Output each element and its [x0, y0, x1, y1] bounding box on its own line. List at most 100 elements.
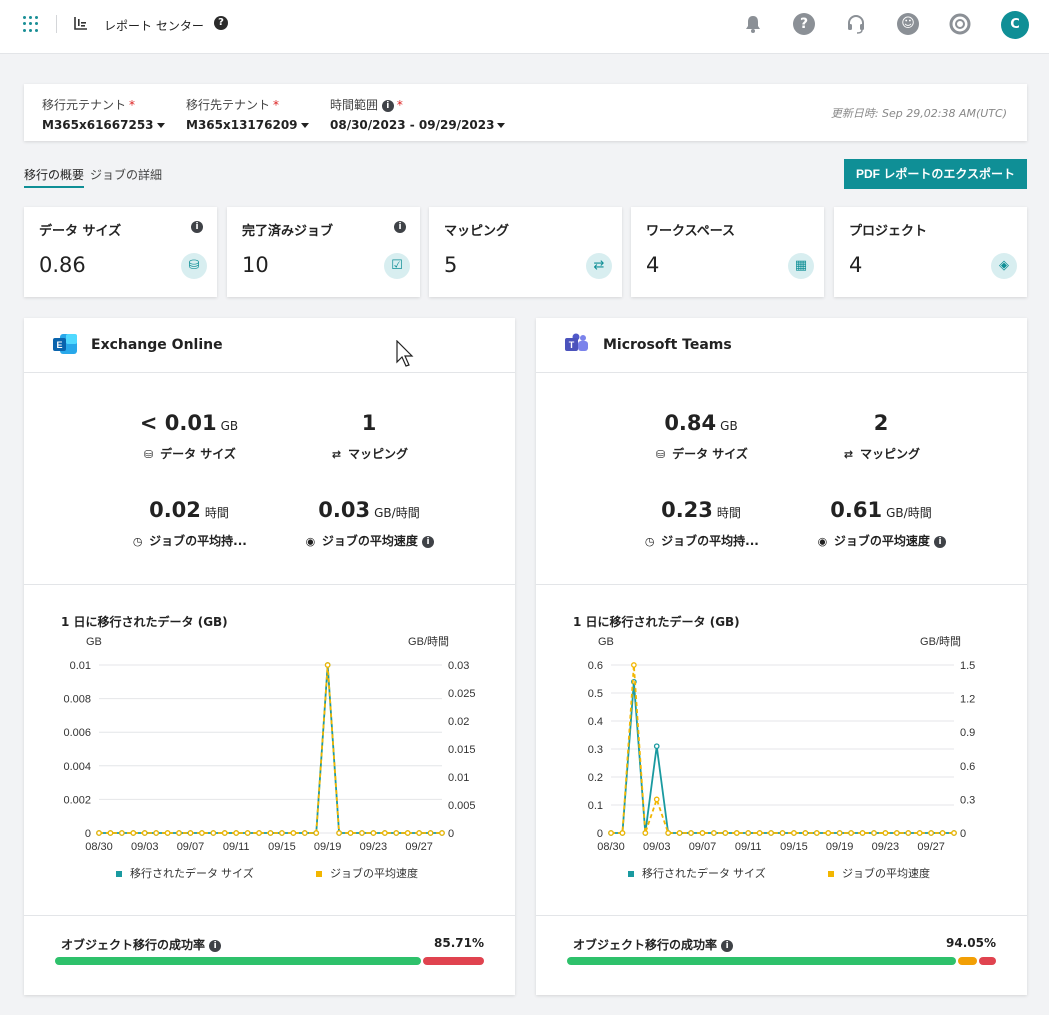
info-icon[interactable]: i — [394, 221, 406, 233]
warning-segment — [957, 957, 977, 965]
data-point[interactable] — [290, 830, 297, 836]
data-point[interactable] — [439, 830, 445, 836]
data-point[interactable] — [381, 830, 388, 836]
data-point[interactable] — [141, 830, 148, 836]
info-icon[interactable]: i — [422, 535, 435, 548]
data-point[interactable] — [119, 830, 125, 836]
legend-label[interactable]: 移行されたデータ サイズ — [130, 866, 254, 880]
data-point[interactable] — [905, 830, 912, 836]
data-point[interactable] — [393, 830, 400, 836]
legend-swatch — [316, 871, 322, 877]
info-icon[interactable]: i — [721, 939, 734, 952]
legend-label[interactable]: ジョブの平均速度 — [330, 866, 418, 880]
data-point[interactable] — [779, 830, 786, 836]
data-point[interactable] — [653, 743, 660, 750]
data-point[interactable] — [221, 830, 228, 836]
data-point[interactable] — [404, 830, 411, 836]
data-point[interactable] — [324, 662, 331, 668]
export-pdf-button[interactable]: PDF レポートのエクスポート — [844, 159, 1027, 189]
info-icon[interactable]: i — [934, 535, 947, 548]
data-point[interactable] — [928, 830, 934, 836]
data-point[interactable] — [176, 830, 182, 836]
speedometer-icon: ◉ — [817, 535, 828, 548]
data-point[interactable] — [802, 830, 809, 836]
data-point[interactable] — [347, 830, 354, 836]
tab-job-details[interactable]: ジョブの詳細 — [90, 168, 163, 182]
feedback-smile-icon[interactable]: ☺ — [897, 13, 919, 35]
avatar[interactable]: C — [1001, 11, 1029, 39]
data-point[interactable] — [951, 830, 957, 836]
data-point[interactable] — [96, 830, 102, 836]
data-point[interactable] — [107, 830, 114, 836]
lifebuoy-icon[interactable] — [949, 13, 971, 35]
data-point[interactable] — [336, 830, 342, 836]
data-point[interactable] — [313, 830, 320, 836]
info-icon[interactable]: i — [209, 939, 222, 952]
data-point[interactable] — [370, 830, 377, 836]
x-tick: 08/30 — [597, 841, 625, 853]
bell-icon[interactable] — [742, 13, 764, 35]
x-tick: 09/11 — [735, 841, 762, 853]
database-icon: ⛁ — [143, 448, 154, 461]
chart-section: 1 日に移行されたデータ (GB) GB GB/時間 0 0.1 0.2 0.3 0.4 0.… — [536, 585, 1027, 916]
data-point[interactable] — [416, 830, 422, 836]
data-point[interactable] — [665, 830, 672, 836]
data-point[interactable] — [619, 830, 626, 836]
data-point[interactable] — [608, 830, 614, 836]
help-circle-icon[interactable]: ? — [793, 13, 815, 35]
data-point[interactable] — [187, 830, 194, 836]
data-point[interactable] — [130, 830, 137, 836]
info-icon[interactable]: i — [191, 221, 203, 233]
y-axis-right-label: GB/時間 — [408, 635, 449, 648]
data-point[interactable] — [722, 830, 729, 836]
y-tick-left: 0.004 — [63, 761, 91, 773]
data-point[interactable] — [813, 830, 820, 836]
data-point[interactable] — [631, 662, 637, 668]
data-point[interactable] — [848, 830, 854, 836]
source-tenant-filter[interactable]: 移行元テナント * M365x61667253 — [42, 96, 165, 132]
data-point[interactable] — [642, 830, 649, 836]
data-point[interactable] — [745, 830, 752, 836]
time-range-filter[interactable]: 時間範囲 i * 08/30/2023 - 09/29/2023 — [330, 96, 506, 132]
data-point[interactable] — [733, 830, 740, 836]
data-point[interactable] — [427, 830, 434, 836]
y-tick-right: 0.6 — [960, 761, 975, 773]
data-point[interactable] — [688, 830, 694, 836]
data-point[interactable] — [893, 830, 900, 836]
data-point[interactable] — [825, 830, 832, 836]
help-icon[interactable]: ? — [214, 16, 228, 30]
data-point[interactable] — [756, 830, 763, 836]
info-icon[interactable]: i — [381, 99, 394, 112]
stat-value: 0.02 — [149, 498, 201, 522]
data-point[interactable] — [871, 830, 877, 836]
data-point[interactable] — [244, 830, 251, 836]
legend-label[interactable]: ジョブの平均速度 — [842, 866, 930, 880]
data-point[interactable] — [256, 830, 262, 836]
data-point[interactable] — [233, 830, 240, 836]
data-point[interactable] — [653, 796, 660, 803]
data-point[interactable] — [711, 830, 717, 836]
data-point[interactable] — [199, 830, 205, 836]
legend-label[interactable]: 移行されたデータ サイズ — [642, 866, 766, 880]
data-point[interactable] — [267, 830, 274, 836]
data-point[interactable] — [859, 830, 866, 836]
data-point[interactable] — [939, 830, 946, 836]
data-point[interactable] — [164, 830, 171, 836]
chart-title: 1 日に移行されたデータ (GB) — [61, 615, 228, 629]
tab-overview[interactable]: 移行の概要 — [24, 166, 85, 188]
data-point[interactable] — [768, 830, 774, 836]
data-point[interactable] — [301, 830, 308, 836]
target-tenant-filter[interactable]: 移行先テナント * M365x13176209 — [186, 96, 309, 132]
data-point[interactable] — [882, 830, 889, 836]
data-point[interactable] — [676, 830, 683, 836]
data-point[interactable] — [210, 830, 217, 836]
data-point[interactable] — [279, 830, 285, 836]
support-headset-icon[interactable] — [845, 13, 867, 35]
data-point[interactable] — [359, 830, 365, 836]
data-point[interactable] — [699, 830, 706, 836]
data-point[interactable] — [791, 830, 797, 836]
data-point[interactable] — [153, 830, 160, 836]
data-point[interactable] — [916, 830, 923, 836]
app-launcher-icon[interactable] — [23, 16, 39, 32]
data-point[interactable] — [836, 830, 843, 836]
